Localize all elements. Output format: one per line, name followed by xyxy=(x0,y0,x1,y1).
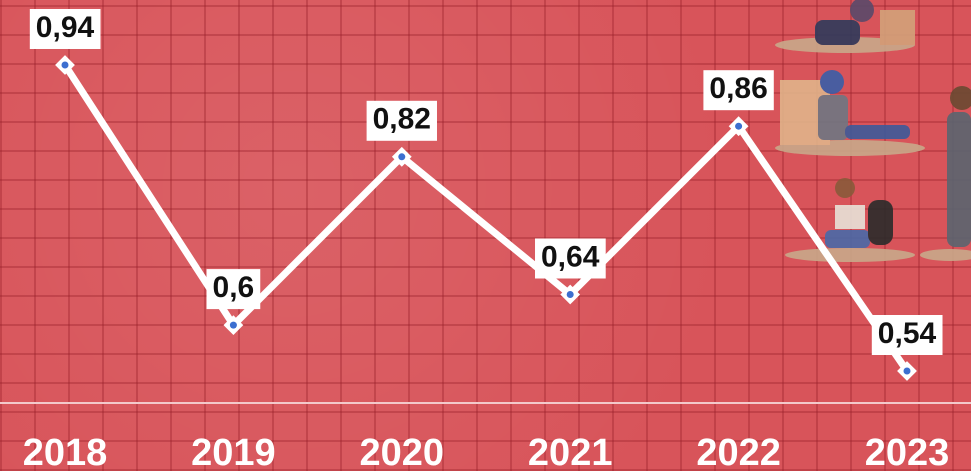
point-dot xyxy=(398,153,406,161)
value-label-text: 0,94 xyxy=(36,11,95,44)
value-label-box xyxy=(871,315,943,355)
value-label-box xyxy=(29,9,101,49)
point-dot xyxy=(735,122,743,130)
value-label: 0,64 xyxy=(535,238,606,279)
x-tick-label: 2021 xyxy=(528,432,613,471)
x-tick-label: 2018 xyxy=(23,432,108,471)
point-dot xyxy=(903,367,911,375)
value-label-box xyxy=(535,238,606,279)
line xyxy=(62,63,910,373)
value-label-text: 0,86 xyxy=(709,72,767,105)
value-label: 0,54 xyxy=(871,315,943,355)
value-label-box xyxy=(206,269,261,310)
x-tick-label: 2022 xyxy=(696,432,781,471)
value-label-box xyxy=(703,70,774,111)
value-label: 0,94 xyxy=(29,9,101,49)
value-label: 0,6 xyxy=(206,269,261,310)
value-label-box xyxy=(366,100,437,141)
point-dot xyxy=(229,321,237,329)
value-label-text: 0,64 xyxy=(541,240,600,273)
x-tick-label: 2020 xyxy=(360,432,445,471)
value-label: 0,86 xyxy=(703,70,774,111)
value-label-text: 0,6 xyxy=(213,271,255,304)
value-label-text: 0,54 xyxy=(878,317,937,350)
x-tick-label: 2019 xyxy=(191,432,276,471)
point-dot xyxy=(61,61,69,69)
illustration xyxy=(775,0,971,262)
value-label-text: 0,82 xyxy=(373,103,431,136)
x-tick-label: 2023 xyxy=(865,432,950,471)
point-dot xyxy=(566,291,574,298)
value-label: 0,82 xyxy=(366,100,437,141)
